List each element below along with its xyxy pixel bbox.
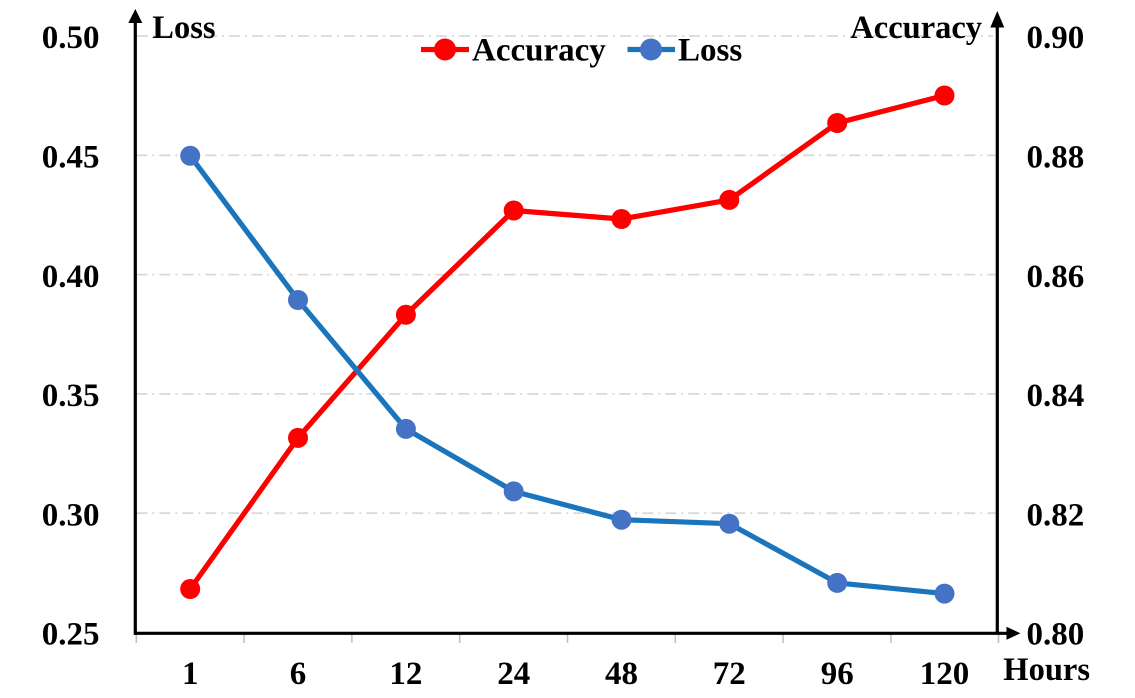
svg-text:12: 12 [389, 656, 422, 692]
svg-text:0.90: 0.90 [1027, 20, 1085, 56]
svg-text:0.80: 0.80 [1027, 617, 1085, 653]
svg-text:0.84: 0.84 [1027, 378, 1085, 414]
svg-text:1: 1 [182, 656, 199, 692]
svg-text:0.25: 0.25 [42, 617, 100, 653]
svg-text:0.30: 0.30 [42, 497, 100, 533]
svg-text:48: 48 [605, 656, 638, 692]
svg-text:0.35: 0.35 [42, 378, 100, 414]
svg-text:Hours: Hours [1003, 652, 1090, 688]
svg-text:0.45: 0.45 [42, 140, 100, 176]
svg-text:0.86: 0.86 [1027, 259, 1085, 295]
svg-text:Accuracy: Accuracy [850, 10, 982, 46]
svg-text:24: 24 [497, 656, 530, 692]
svg-text:0.40: 0.40 [42, 259, 100, 295]
svg-text:120: 120 [920, 656, 970, 692]
svg-text:96: 96 [821, 656, 854, 692]
svg-text:Loss: Loss [152, 10, 215, 46]
svg-text:Accuracy: Accuracy [472, 33, 606, 69]
svg-text:0.88: 0.88 [1027, 140, 1085, 176]
svg-text:Loss: Loss [678, 33, 742, 69]
svg-text:6: 6 [290, 656, 307, 692]
svg-text:0.50: 0.50 [42, 20, 100, 56]
svg-text:0.82: 0.82 [1027, 497, 1085, 533]
svg-text:72: 72 [713, 656, 746, 692]
